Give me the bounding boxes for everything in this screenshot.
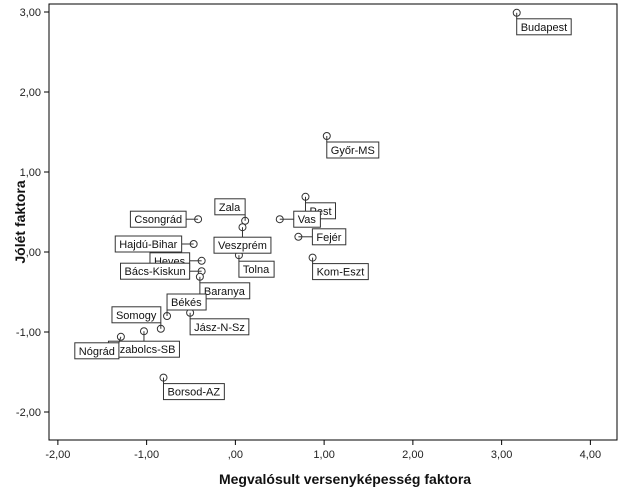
point-label-text: Békés (171, 297, 202, 309)
point-label-text: Tolna (243, 264, 270, 276)
point-label: Tolna (238, 255, 275, 278)
point-label-box (312, 263, 369, 281)
point-label-text: Budapest (521, 22, 567, 34)
point-label-text: Fejér (316, 232, 341, 244)
y-tick-label: 2,00 (20, 87, 41, 99)
point-label-text: Győr-MS (331, 145, 375, 157)
y-tick-label: 3,00 (20, 7, 41, 19)
point-label-box (326, 141, 380, 159)
x-tick-label: 4,00 (580, 449, 601, 461)
point-label-text: Zala (219, 202, 241, 214)
y-tick-label: -1,00 (16, 327, 41, 339)
point-label: Nógrád (74, 336, 122, 360)
point-label-box (189, 318, 250, 336)
point-label-text: Jász-N-Sz (194, 322, 245, 334)
point-label: Kom-Eszt (312, 257, 369, 281)
x-tick-label: -2,00 (45, 449, 70, 461)
point-label: Baranya (199, 276, 251, 300)
point-label-text: Somogy (116, 310, 157, 322)
point-label: Veszprém (213, 227, 272, 254)
point-label: Jász-N-Sz (189, 312, 250, 336)
point-label-text: Hajdú-Bihar (119, 239, 177, 251)
point-label: Győr-MS (326, 136, 380, 159)
point-label-box (166, 293, 207, 311)
x-tick-label: 3,00 (491, 449, 512, 461)
point-label-text: Csongrád (134, 214, 182, 226)
y-tick-label: ,00 (26, 247, 41, 259)
y-tick-label: -2,00 (16, 407, 41, 419)
x-tick-label: -1,00 (134, 449, 159, 461)
point-label-text: Veszprém (218, 240, 267, 252)
point-label-box (111, 306, 162, 324)
point-label-text: Baranya (204, 286, 246, 298)
x-tick-label: 1,00 (313, 449, 334, 461)
y-axis-title: Jólét faktora (12, 180, 28, 263)
point-label: Fejér (298, 228, 347, 246)
point-label: Zala (214, 198, 246, 221)
point-label-text: Kom-Eszt (317, 267, 365, 279)
y-tick-label: 1,00 (20, 167, 41, 179)
point-leader-line (118, 336, 122, 343)
point-label: Budapest (516, 12, 572, 36)
point-label: Csongrád (129, 210, 199, 228)
point-label: Borsod-AZ (162, 377, 225, 401)
x-tick-label: ,00 (228, 449, 243, 461)
point-label-text: Vas (298, 214, 317, 226)
point-label-box (199, 282, 251, 300)
point-label: Vas (279, 210, 321, 228)
point-label-box (214, 198, 246, 216)
point-label: Hajdú-Bihar (114, 235, 194, 253)
point-label-text: Szabolcs-SB (112, 344, 175, 356)
x-tick-label: 2,00 (402, 449, 423, 461)
data-labels: BudapestGyőr-MSPestVasFejérKom-EsztZalaV… (74, 12, 572, 401)
point-label: Somogy (111, 306, 162, 329)
point-label-box (516, 18, 572, 36)
x-axis-title: Megvalósult versenyképesség faktora (219, 471, 471, 487)
point-label: Bács-Kiskun (120, 262, 202, 280)
point-label-box (162, 383, 225, 401)
point-label-text: Bács-Kiskun (125, 266, 186, 278)
point-label-box (238, 260, 275, 278)
point-label: Szabolcs-SB (107, 331, 180, 358)
point-label: Békés (166, 293, 207, 316)
point-label-text: Nógrád (79, 346, 115, 358)
point-label-text: Borsod-AZ (167, 387, 220, 399)
x-axis: -2,00 -1,00 ,00 1,00 2,00 3,00 4,00 (45, 440, 601, 461)
y-axis: -2,00 -1,00 ,00 1,00 2,00 3,00 (16, 7, 49, 419)
point-label-box (74, 342, 120, 360)
